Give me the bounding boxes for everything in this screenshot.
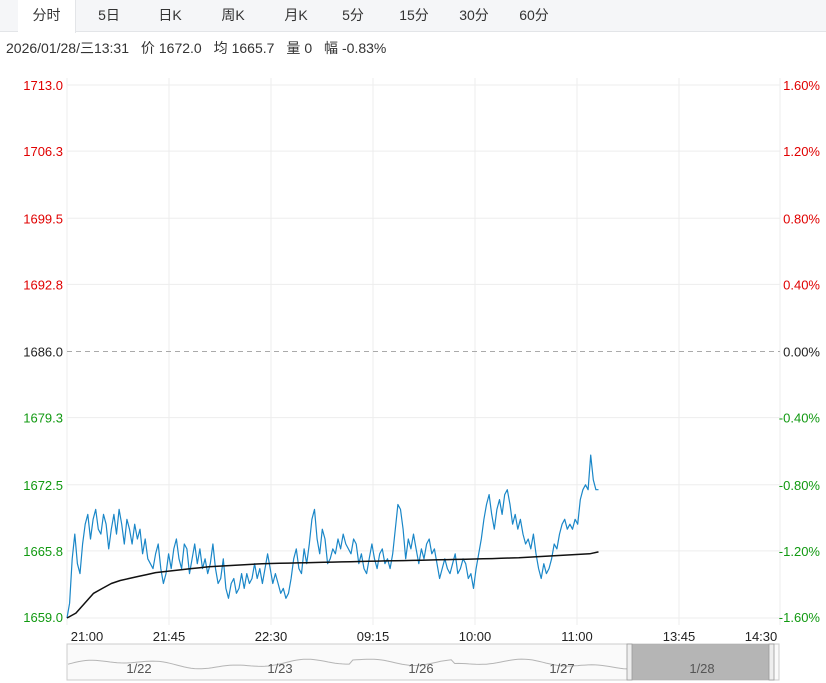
pct-tick-label: -1.20% — [779, 544, 821, 559]
y-tick-label: 1686.0 — [23, 345, 63, 360]
period-tabbar: 分时 5日 日K 周K 月K 5分 15分 30分 60分 — [0, 0, 826, 33]
tab-0[interactable]: 分时 — [18, 0, 76, 33]
x-tick-label: 14:30 — [745, 629, 778, 644]
x-tick-label: 22:30 — [255, 629, 288, 644]
info-datetime: 2026/01/28/三13:31 — [6, 40, 129, 56]
x-tick-label: 13:45 — [663, 629, 696, 644]
navigator-selection[interactable] — [629, 644, 771, 680]
y-tick-label: 1679.3 — [23, 411, 63, 426]
x-tick-label: 21:45 — [153, 629, 186, 644]
navigator-handle-right[interactable] — [768, 643, 775, 681]
y-tick-label: 1665.8 — [23, 544, 63, 559]
info-price: 1672.0 — [158, 40, 202, 56]
y-tick-label: 1672.5 — [23, 478, 63, 493]
navigator-date-label: 1/28 — [689, 661, 714, 676]
tab-1[interactable]: 5日 — [98, 7, 120, 23]
x-tick-label: 10:00 — [459, 629, 492, 644]
info-avg: 1665.7 — [231, 40, 275, 56]
tab-8[interactable]: 60分 — [519, 7, 549, 23]
x-tick-label: 21:00 — [71, 629, 104, 644]
pct-tick-label: -1.60% — [779, 610, 821, 625]
info-avg-label: 均 — [213, 40, 228, 56]
x-tick-label: 09:15 — [357, 629, 390, 644]
pct-tick-label: 1.20% — [783, 144, 820, 159]
tab-3[interactable]: 周K — [221, 7, 245, 23]
info-chg: -0.83% — [342, 40, 387, 56]
y-tick-label: 1659.0 — [23, 610, 63, 625]
info-price-label: 价 — [140, 40, 155, 56]
x-tick-label: 11:00 — [561, 629, 593, 644]
navigator-date-label: 1/26 — [408, 661, 433, 676]
tab-2[interactable]: 日K — [158, 7, 182, 23]
navigator-date-label: 1/27 — [549, 661, 574, 676]
tab-6[interactable]: 15分 — [399, 7, 429, 23]
pct-tick-label: -0.40% — [779, 411, 821, 426]
avg-price-line — [66, 551, 599, 619]
pct-tick-label: -0.80% — [779, 478, 821, 493]
info-vol-label: 量 — [286, 40, 301, 56]
pct-tick-label: 0.00% — [783, 345, 820, 360]
pct-tick-label: 0.40% — [783, 277, 820, 292]
pct-tick-label: 0.80% — [783, 211, 820, 226]
tab-5[interactable]: 5分 — [342, 7, 364, 23]
info-chg-label: 幅 — [324, 40, 339, 56]
price-line — [66, 454, 599, 619]
info-vol: 0 — [304, 40, 313, 56]
pct-tick-label: 1.60% — [783, 78, 820, 93]
tab-7[interactable]: 30分 — [459, 7, 489, 23]
navigator-handle-left[interactable] — [626, 643, 633, 681]
tab-4[interactable]: 月K — [284, 7, 308, 23]
y-tick-label: 1699.5 — [23, 211, 63, 226]
navigator-date-label: 1/23 — [267, 661, 292, 676]
y-tick-label: 1713.0 — [23, 78, 63, 93]
y-tick-label: 1706.3 — [23, 144, 63, 159]
navigator-date-label: 1/22 — [126, 661, 151, 676]
navigator-profile — [67, 658, 628, 670]
y-tick-label: 1692.8 — [23, 277, 63, 292]
